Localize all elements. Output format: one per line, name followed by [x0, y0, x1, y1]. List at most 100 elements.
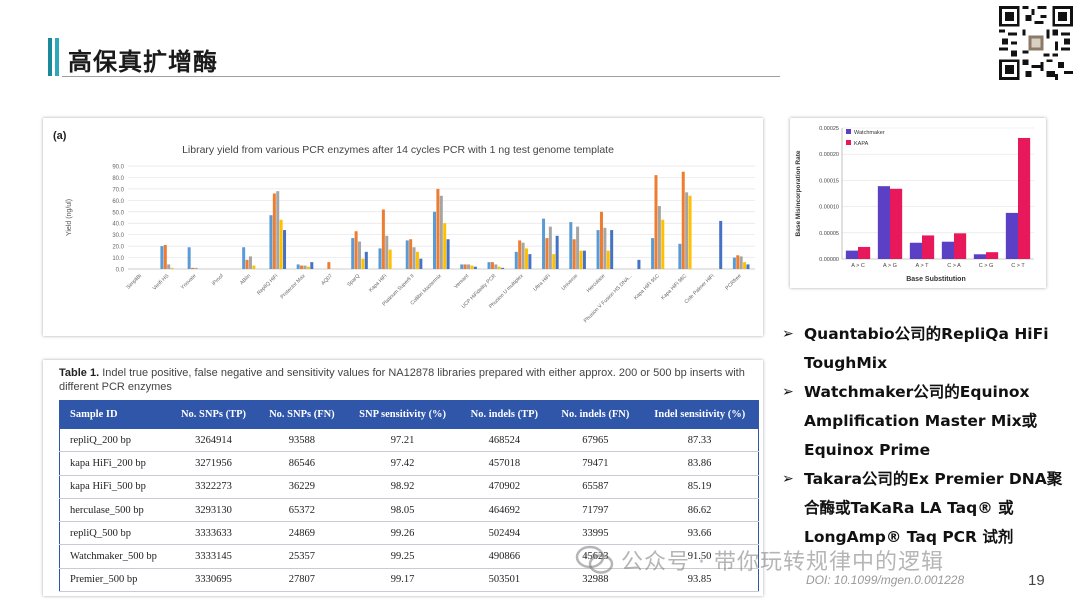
table-caption-label: Table 1. [59, 367, 100, 379]
table-cell: 97.21 [346, 428, 459, 453]
bar [651, 238, 655, 269]
legend-label: KAPA [854, 141, 869, 147]
bar [194, 267, 198, 269]
table-row: Premier_500 bp 3330695 27807 99.17 503501 329… [59, 568, 759, 593]
y-tick-label: 60.0 [112, 199, 124, 205]
bar [415, 251, 419, 269]
x-tick-label: Verifi HS [152, 273, 171, 292]
y-tick-label: 70.0 [112, 187, 124, 193]
chart-panel-label: (a) [53, 130, 67, 142]
slide-title-bar: 高保真扩增酶 [48, 34, 780, 78]
y-tick-label: 0.0 [116, 268, 125, 274]
bar [528, 254, 532, 269]
table-cell: 97.42 [346, 451, 459, 476]
x-tick-label: Universe [560, 273, 579, 292]
bar [310, 262, 314, 269]
bar [909, 242, 922, 259]
bar [460, 264, 464, 269]
x-tick-label: PCRfree [724, 273, 742, 291]
table-caption-text: Indel true positive, false negative and … [59, 367, 745, 393]
bar [986, 252, 999, 259]
y-tick-label: 90.0 [112, 165, 124, 171]
legend-label: Watchmaker [854, 130, 885, 136]
y-tick-label: 80.0 [112, 176, 124, 182]
legend-swatch [846, 129, 851, 134]
table-cell: herculase_500 bp [59, 498, 170, 523]
table-cell: 99.26 [346, 521, 459, 546]
table-row: repliQ_200 bp 3264914 93588 97.21 468524 6796… [59, 428, 759, 453]
table-row: kapa HiFi_200 bp 3271956 86546 97.42 457018 7… [59, 451, 759, 476]
bar [439, 195, 443, 269]
table-cell: 86.62 [641, 498, 759, 523]
bar [245, 259, 249, 269]
bar [443, 223, 447, 269]
bar [248, 256, 252, 269]
bullet-text: Quantabio公司的RepliQa HiFi ToughMix [804, 325, 1049, 372]
bar [490, 262, 494, 269]
bar [412, 247, 416, 269]
table-cell: Watchmaker_500 bp [59, 544, 170, 569]
table-cell: 91.50 [641, 544, 759, 569]
bar [941, 241, 954, 259]
table-cell: 3330695 [169, 568, 258, 593]
table-header-cell: No. indels (TP) [458, 400, 551, 429]
bar [657, 206, 661, 269]
bar [306, 266, 310, 269]
x-tick-label: Vereant [453, 273, 470, 290]
table-cell: 93.66 [641, 521, 759, 546]
y-tick-label: 30.0 [112, 233, 124, 239]
table-cell: 98.05 [346, 498, 459, 523]
y-tick-label: 0.00025 [819, 126, 839, 132]
doi-reference: DOI: 10.1099/mgen.0.001228 [806, 573, 965, 587]
bar [283, 230, 287, 269]
x-tick-label: SparQ [346, 273, 361, 288]
bar [1005, 212, 1018, 259]
x-tick-label: Herculase [586, 273, 607, 294]
table-cell: repliQ_200 bp [59, 428, 170, 453]
table-cell: 32988 [549, 568, 642, 593]
bullet-text: Takara公司的Ex Premier DNA聚合酶或TaKaRa LA Taq… [804, 470, 1063, 546]
x-tick-label: Cole Palmer HiFi [684, 273, 716, 305]
x-tick-label: SimpliBi [126, 273, 144, 291]
bar [518, 240, 522, 269]
arrow-bullet-icon: ➢ [782, 384, 794, 400]
bar [501, 267, 505, 269]
table-cell: 65587 [549, 475, 642, 499]
table-cell: 85.19 [641, 475, 759, 499]
bar [494, 264, 498, 269]
table-row: repliQ_500 bp 3333633 24869 99.26 502494 3399… [59, 521, 759, 546]
bar [542, 218, 546, 269]
table-cell: 79471 [549, 451, 642, 476]
table-cell: 36229 [257, 475, 347, 499]
bar [497, 266, 501, 269]
bar [300, 265, 304, 269]
bar [688, 195, 692, 269]
bar [351, 238, 355, 269]
bar [736, 255, 740, 269]
table-cell: 65372 [257, 498, 347, 523]
table-cell: 3271956 [169, 451, 258, 476]
bar [973, 254, 986, 259]
x-tick-label: Kapa HiFi 98C [660, 273, 688, 301]
table-cell: 71797 [549, 498, 642, 523]
x-tick-label: iProof [211, 273, 225, 287]
bar [409, 239, 413, 269]
bar [654, 175, 658, 269]
bar [681, 171, 685, 269]
table-cell: 3293130 [169, 498, 258, 523]
bar [463, 264, 467, 269]
table-cell: 33995 [549, 521, 642, 546]
x-tick-label: Ultra HiFi [532, 273, 552, 293]
x-axis-label: Base Substitution [906, 276, 966, 283]
x-tick-label: A > C [851, 263, 865, 269]
table-cell: 3264914 [169, 428, 258, 453]
bar [163, 244, 167, 269]
y-tick-label: 0.00010 [819, 205, 839, 211]
chart-title: Library yield from various PCR enzymes a… [182, 144, 614, 156]
table-cell: 83.86 [641, 451, 759, 476]
watermark-text: 公众号 · 带你玩转规律中的逻辑 [621, 550, 944, 575]
bar [719, 220, 723, 269]
y-axis-label: Yield (ng/ul) [66, 199, 73, 236]
bar [572, 239, 576, 269]
table-caption: Table 1. Indel true positive, false nega… [59, 366, 759, 394]
